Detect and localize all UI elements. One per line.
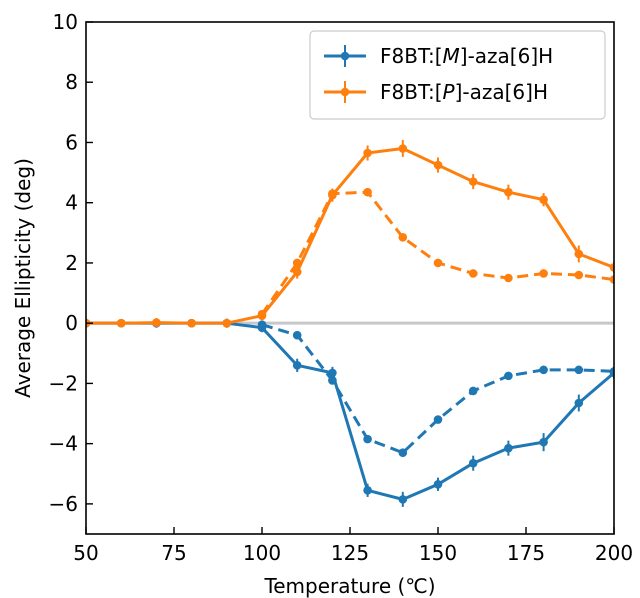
series-line [261,323,614,455]
legend-label: F8BT:[M]-aza[6]H [380,44,553,68]
data-point [433,415,443,424]
data-point [398,495,408,504]
data-point [398,448,408,457]
x-axis-label: Temperature (℃) [263,574,435,598]
x-tick-label: 200 [595,541,633,565]
data-point [504,273,513,283]
data-point [292,267,302,277]
y-tick-label: 6 [65,130,78,154]
data-point [539,269,548,278]
data-point [504,371,513,381]
data-point [468,177,478,186]
y-tick-label: 0 [65,311,78,335]
data-point [539,365,548,375]
y-tick-label: −4 [49,432,78,456]
data-point [363,486,372,495]
data-point [433,258,443,268]
data-point [363,148,372,158]
x-tick-label: 100 [243,541,281,565]
data-point [504,443,513,453]
y-tick-label: 2 [65,251,78,275]
data-point [257,323,267,332]
y-tick-label: 10 [53,10,78,34]
legend-marker [340,87,350,97]
data-point [187,318,196,328]
data-point [468,269,478,278]
data-point [398,233,408,242]
series-line [86,146,614,325]
legend-marker [340,51,350,61]
data-point [468,386,478,396]
data-point [468,458,478,468]
legend-label: F8BT:[P]-aza[6]H [380,80,548,104]
data-point [363,187,372,197]
data-point [363,434,372,444]
data-point [574,398,584,408]
data-point [328,368,337,378]
series-2 [257,320,614,457]
data-point [433,480,443,489]
x-tick-label: 50 [73,541,98,565]
data-point [328,190,337,200]
data-point [292,330,302,340]
data-point [539,195,548,204]
x-tick-label: 125 [331,541,369,565]
series-1 [86,140,614,328]
data-point [433,160,443,170]
data-point [257,311,267,320]
x-tick-label: 75 [161,541,186,565]
tick-layer: 50 75 100 125 150 175 200 −6 −4 −2 0 2 4 6 8 10 [49,10,634,565]
data-point [152,318,161,327]
data-point [609,263,614,272]
data-point [504,187,513,197]
data-point [222,318,232,328]
data-point [398,144,408,153]
data-point [574,249,584,259]
x-tick-label: 175 [507,541,545,565]
y-tick-label: 4 [65,191,78,215]
data-point [609,275,614,284]
data-point [116,318,126,328]
series-line [260,190,614,315]
series-0 [86,318,614,507]
data-point [609,368,614,378]
y-tick-label: −2 [49,371,78,395]
y-tick-label: 8 [65,70,78,94]
data-point [539,437,548,447]
series-3 [257,187,614,319]
data-point [292,361,302,370]
data-point [574,270,584,280]
legend-box [309,30,606,120]
legend: F8BT:[M]-aza[6]H F8BT:[P]-aza[6]H [309,30,606,120]
data-point [574,365,584,375]
series-layer [86,140,614,507]
y-tick-label: −6 [49,492,78,516]
x-tick-label: 150 [419,541,457,565]
y-axis-label: Average Ellipticity (deg) [11,158,35,398]
